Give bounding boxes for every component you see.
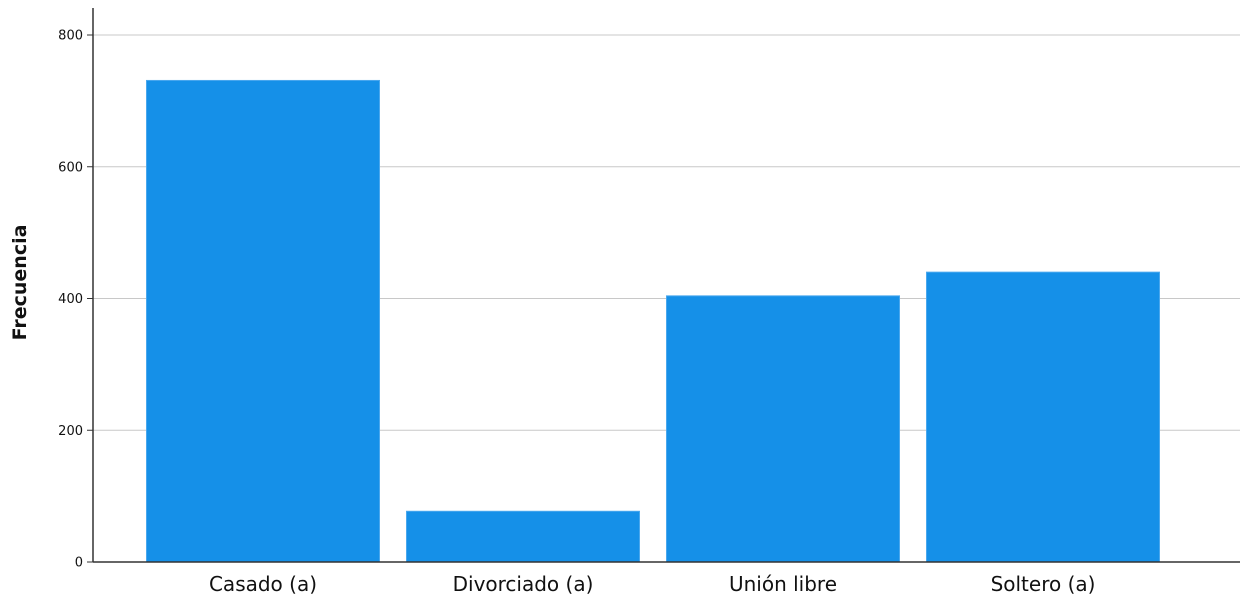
y-tick-label: 600 [58,160,83,175]
y-tick-label: 0 [75,556,83,571]
x-tick-label: Divorciado (a) [453,572,594,596]
y-tick-label: 800 [58,29,83,44]
x-tick-label: Casado (a) [209,572,317,596]
bar [406,510,640,563]
bar [666,295,900,563]
axes [92,8,1240,563]
bar [926,271,1160,563]
x-tick-labels: Casado (a) Divorciado (a) Unión libre Solte… [209,572,1095,596]
y-tick-labels: 0 200 400 600 800 [58,29,93,571]
y-tick-label: 400 [58,292,83,307]
bar [146,79,380,563]
y-axis-title: Frecuencia [9,225,31,341]
bars [146,79,1160,563]
y-tick-label: 200 [58,424,83,439]
x-tick-label: Soltero (a) [991,572,1096,596]
x-tick-label: Unión libre [729,572,837,596]
